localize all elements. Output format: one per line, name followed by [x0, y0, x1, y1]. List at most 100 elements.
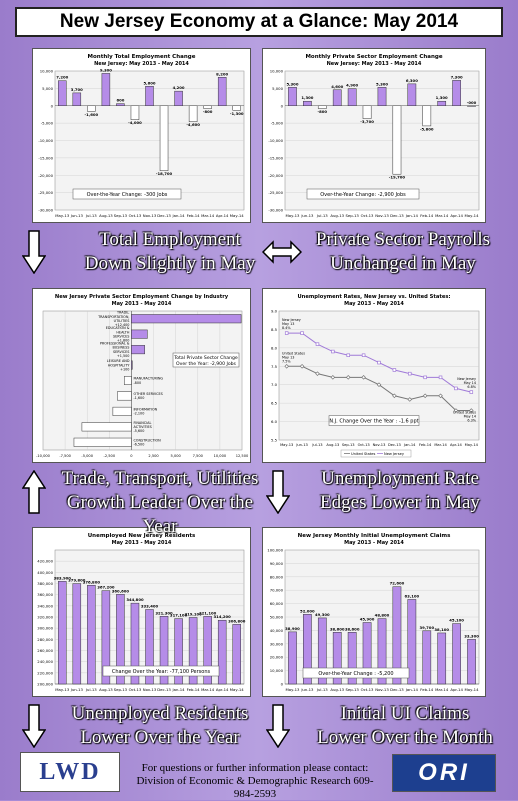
bar	[467, 105, 476, 107]
series-point	[315, 342, 320, 346]
chart-subtitle: May 2013 - May 2014	[112, 301, 172, 307]
x-tick-label: Apr-14	[216, 213, 229, 218]
point-label: United States	[453, 411, 476, 415]
y-tick-label: 100,000	[267, 548, 283, 553]
caption-total-employment: Total Employment Down Slightly in May	[70, 228, 270, 276]
series-point	[315, 371, 320, 376]
y-tick-label: -30,000	[268, 208, 283, 213]
bar	[188, 105, 198, 122]
data-label: 38,900	[285, 626, 300, 631]
x-tick-label: Nov-13	[143, 213, 157, 218]
data-label: -19,700	[389, 175, 406, 180]
y-tick-label: 0	[281, 682, 284, 687]
contact-info: For questions or further information ple…	[130, 762, 380, 801]
chart-svg: Monthly Private Sector Employment Change…	[268, 54, 480, 218]
category-label: -2,100	[133, 412, 144, 416]
chart-title: Unemployment Rates, New Jersey vs. Unite…	[297, 294, 450, 300]
caption-private-payrolls: Private Sector Payrolls Unchanged in May	[298, 228, 508, 276]
bar	[437, 100, 447, 106]
bar	[347, 632, 357, 685]
point-label: New Jersey	[282, 318, 301, 322]
total-employment-chart: Monthly Total Employment Change New Jerse…	[32, 48, 251, 223]
x-tick-label: Aug-13	[99, 213, 113, 218]
x-tick-label: Oct-13	[129, 687, 142, 692]
series-point	[284, 363, 289, 369]
category-label: -6,500	[133, 443, 144, 447]
data-label: 5,600	[143, 80, 155, 85]
bar	[203, 616, 212, 685]
annotation-box	[306, 188, 420, 200]
bar	[303, 100, 312, 106]
x-tick-label: May-14	[230, 213, 245, 218]
x-tick-label: Jan-14	[405, 213, 419, 218]
series-point	[407, 397, 413, 402]
bar	[407, 83, 417, 106]
x-tick-label: Dec-13	[390, 687, 404, 692]
x-tick-label: Apr-14	[450, 687, 463, 692]
x-tick-label: May-13	[285, 213, 300, 218]
x-tick-label: Dec-13	[157, 687, 171, 692]
annotation-box	[102, 665, 220, 677]
x-tick-label: 10,000	[214, 454, 227, 458]
y-tick-label: 20,000	[270, 655, 284, 660]
caption-line: Lower Over the Month	[317, 727, 493, 748]
lwd-logo-text: LWD	[39, 759, 101, 785]
x-tick-label: Jan-14	[405, 687, 419, 692]
series-point	[361, 375, 366, 380]
x-tick-label: Feb-14	[187, 213, 201, 218]
bar	[392, 105, 402, 175]
x-tick-label: -5,000	[81, 454, 93, 458]
x-tick-label: Mar-14	[435, 213, 449, 218]
series-point	[376, 382, 382, 388]
bar	[124, 376, 132, 385]
y-tick-label: -10,000	[268, 138, 283, 143]
x-tick-label: Nov-13	[143, 687, 157, 692]
point-label: 6.3%	[467, 419, 476, 423]
annotation: Change Over the Year: -77,100 Persons	[112, 669, 211, 675]
y-tick-label: 360,000	[37, 592, 53, 597]
y-tick-label: 40,000	[270, 628, 284, 633]
data-label: -1,600	[85, 112, 99, 117]
data-label: 45,100	[449, 618, 464, 623]
x-tick-label: Sep-13	[345, 687, 359, 692]
chart-title: Monthly Total Employment Change	[88, 54, 196, 60]
data-label: 52,000	[300, 608, 315, 613]
x-tick-label: Dec-13	[388, 443, 401, 447]
x-tick-label: Mar-14	[435, 687, 449, 692]
category-label: -5,600	[133, 429, 144, 433]
x-tick-label: Jan-14	[172, 687, 186, 692]
data-label: 3,700	[71, 87, 83, 92]
x-tick-label: Jul-13	[85, 213, 97, 218]
x-tick-label: Jun-13	[70, 213, 84, 218]
point-label: 7.5%	[282, 359, 291, 363]
annotation: Over-the-Year Change: -300 Jobs	[87, 192, 168, 198]
data-label: 376,800	[83, 579, 101, 584]
y-tick-label: -30,000	[38, 208, 53, 213]
series-point	[469, 408, 474, 413]
y-tick-label: 200,000	[37, 682, 53, 687]
caption-line: Unchanged in May	[330, 253, 476, 274]
bar	[87, 585, 96, 685]
point-label: May 13	[282, 355, 294, 359]
x-tick-label: 2,500	[148, 454, 159, 458]
x-tick-label: Aug-13	[326, 443, 339, 447]
bar	[58, 80, 67, 106]
data-label: 7,300	[451, 74, 463, 79]
chart-title: Unemployed New Jersey Residents	[88, 533, 196, 539]
point-label: May 13	[282, 322, 294, 326]
x-tick-label: Aug-13	[330, 213, 344, 218]
data-label: 5,300	[376, 81, 388, 86]
legend-label: United States	[351, 452, 375, 456]
data-label: 321,100	[199, 610, 217, 615]
series-point	[345, 375, 351, 380]
data-label: 600	[116, 98, 124, 103]
x-tick-label: Jun-13	[295, 443, 308, 447]
caption-line: Growth Leader Over the Year	[66, 492, 254, 537]
category-label: +1,800	[117, 339, 130, 343]
data-label: 383,900	[54, 575, 72, 580]
x-tick-label: Nov-13	[373, 443, 386, 447]
data-label: 72,600	[390, 581, 405, 586]
x-tick-label: Oct-13	[358, 443, 370, 447]
category-label: +100	[120, 367, 129, 371]
